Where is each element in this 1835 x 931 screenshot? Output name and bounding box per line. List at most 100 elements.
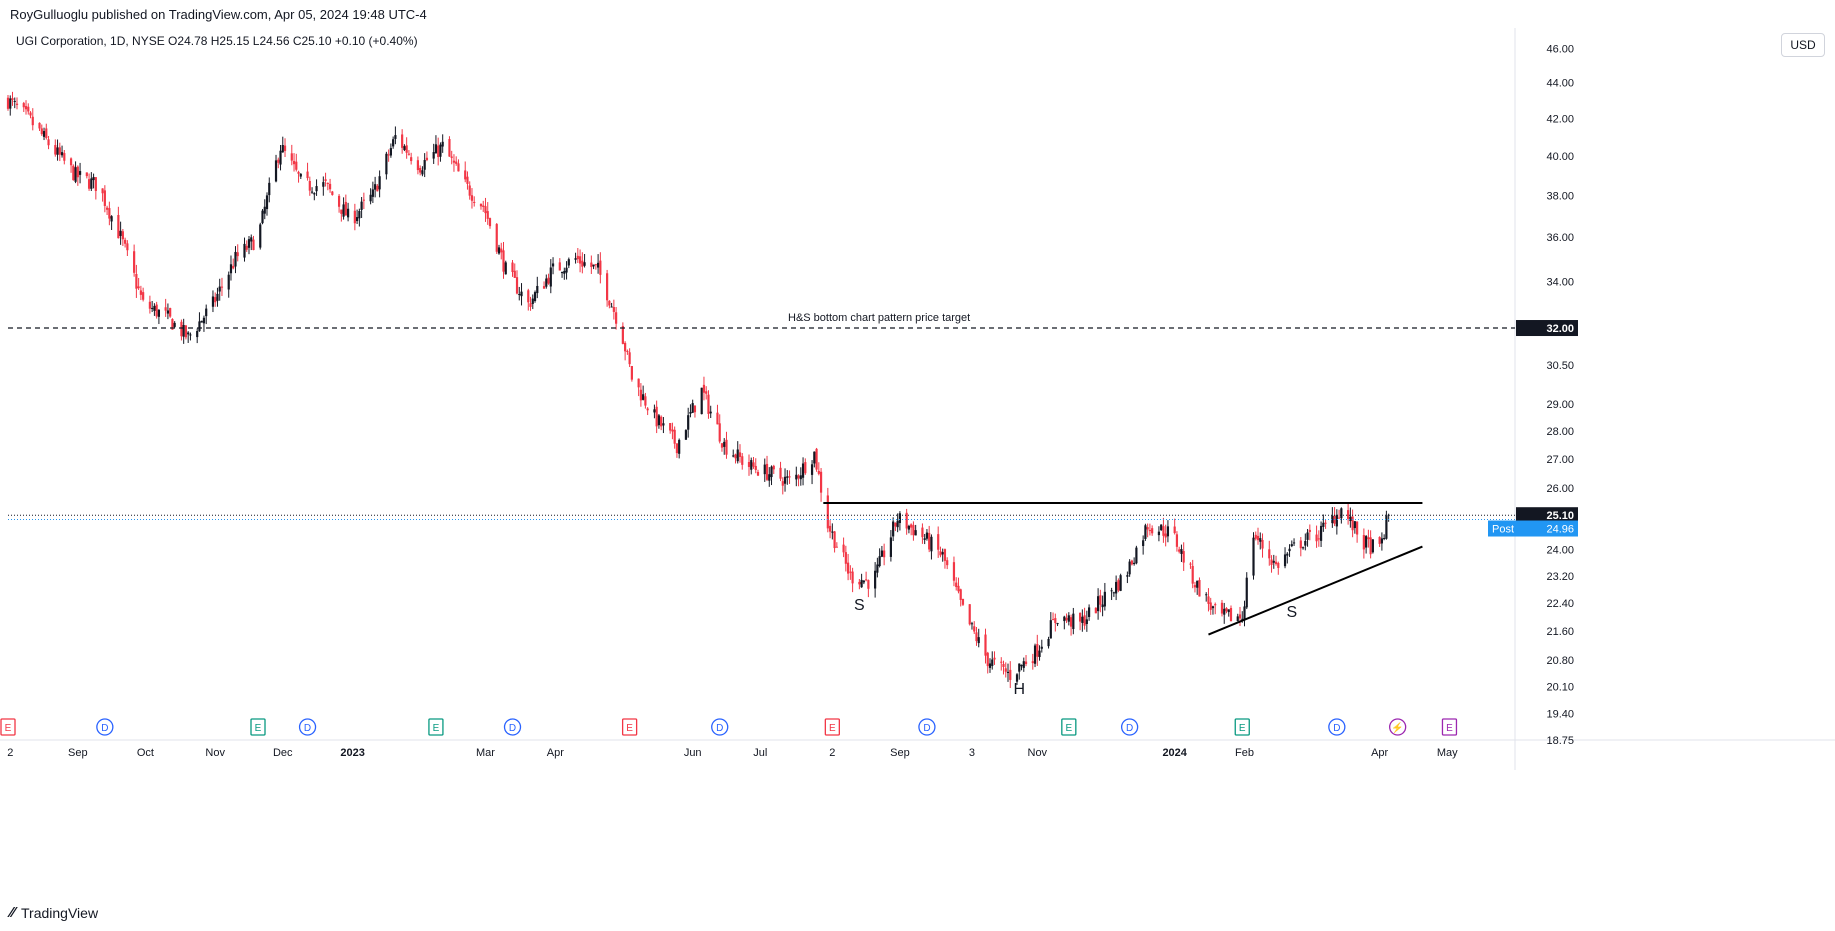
- candle-body: [709, 411, 712, 414]
- candle-body: [202, 317, 206, 324]
- candle-body: [578, 256, 582, 264]
- candle-body: [810, 464, 814, 475]
- candle-body: [22, 103, 25, 108]
- candle-body: [189, 334, 192, 336]
- event-glyph: D: [716, 723, 723, 734]
- candle-body: [671, 429, 674, 432]
- candle-body: [157, 309, 161, 317]
- candle-body: [939, 551, 942, 556]
- candle-body: [1347, 510, 1350, 519]
- earnings-event-icon: [250, 718, 266, 736]
- candle-body: [500, 248, 503, 253]
- candle-body: [1299, 540, 1302, 549]
- candle-body: [898, 513, 902, 524]
- candle-body: [60, 152, 64, 156]
- candle-body: [1065, 617, 1068, 621]
- candle-body: [1135, 547, 1138, 564]
- candle-body: [1000, 661, 1003, 663]
- candle-body: [765, 463, 769, 480]
- candle-body: [124, 239, 127, 244]
- candle-body: [1211, 606, 1215, 609]
- candle-body: [1362, 535, 1365, 550]
- candle-body: [1036, 644, 1039, 657]
- candle-body: [1006, 671, 1010, 674]
- candle-body: [1099, 595, 1102, 605]
- candle-body: [326, 182, 329, 184]
- candle-body: [768, 474, 771, 481]
- candle-body: [1223, 608, 1226, 615]
- candle-body: [1304, 541, 1307, 546]
- candle-body: [892, 521, 895, 537]
- candle-body: [245, 245, 248, 250]
- candle-body: [1198, 580, 1201, 597]
- chart-area[interactable]: 46.00 44.00 42.00 40.00 38.00 36.00 34.00 30.50…: [0, 28, 1835, 900]
- price-tick-label: 38.00: [1546, 191, 1574, 203]
- candle-body: [1356, 521, 1359, 535]
- time-tick-label: Jun: [684, 747, 702, 759]
- candle-body: [502, 250, 505, 272]
- candle-body: [527, 290, 530, 303]
- candle-body: [169, 308, 172, 317]
- price-tick-label: 30.50: [1546, 360, 1574, 372]
- price-tick-label: 36.00: [1546, 232, 1574, 244]
- time-tick-label: Nov: [1028, 747, 1048, 759]
- earnings-event-icon: [1234, 718, 1250, 736]
- dividend-event-icon: [1120, 718, 1139, 736]
- candle-body: [637, 378, 640, 388]
- candle-body: [1351, 516, 1354, 531]
- time-tick-label: Sep: [890, 747, 910, 759]
- currency-button[interactable]: USD: [1781, 33, 1825, 57]
- candle-body: [495, 224, 498, 252]
- candle-body: [653, 409, 656, 413]
- candle-body: [1337, 517, 1341, 519]
- price-target-label: H&S bottom chart pattern price target: [788, 312, 970, 324]
- candle-body: [358, 211, 361, 219]
- candle-body: [13, 100, 16, 102]
- candle-body: [1380, 538, 1383, 544]
- candle-body: [750, 460, 753, 470]
- candle-body: [1173, 526, 1176, 534]
- candle-body: [243, 243, 246, 258]
- candle-body: [815, 448, 818, 470]
- candle-body: [1245, 577, 1248, 608]
- candle-body: [1259, 538, 1262, 542]
- candle-body: [234, 251, 237, 267]
- candle-body: [1056, 623, 1059, 625]
- candlestick-chart[interactable]: 46.00 44.00 42.00 40.00 38.00 36.00 34.00 30.50…: [0, 28, 1835, 900]
- candle-body: [439, 144, 442, 157]
- candle-body: [1367, 537, 1370, 540]
- candle-body: [337, 195, 341, 207]
- candle-body: [594, 264, 597, 266]
- candle-body: [421, 170, 424, 175]
- candle-body: [464, 170, 467, 180]
- price-tick-label: 27.00: [1546, 454, 1574, 466]
- candle-body: [389, 148, 392, 156]
- candle-body: [833, 531, 836, 549]
- time-tick-label: 3: [969, 747, 975, 759]
- candle-body: [1128, 561, 1131, 575]
- candle-body: [624, 342, 627, 352]
- candle-body: [700, 387, 703, 415]
- split-event-icon: [1389, 718, 1407, 736]
- candle-body: [1225, 608, 1228, 612]
- candle-body: [353, 210, 356, 224]
- price-tick-label: 26.00: [1546, 483, 1574, 495]
- candle-body: [229, 264, 233, 274]
- price-tick-label: 44.00: [1546, 78, 1574, 90]
- candle-body: [405, 145, 408, 153]
- candle-body: [1049, 620, 1052, 639]
- candle-body: [660, 416, 663, 427]
- candle-body: [819, 471, 823, 493]
- candle-body: [876, 564, 879, 573]
- candle-body: [925, 532, 929, 539]
- candle-body: [889, 537, 892, 557]
- candle-body: [984, 634, 987, 656]
- candle-body: [1162, 526, 1165, 536]
- candle-body: [198, 321, 201, 332]
- candle-body: [416, 160, 420, 171]
- candle-body: [847, 562, 850, 574]
- candle-body: [628, 352, 631, 365]
- candle-body: [738, 452, 742, 457]
- candle-body: [410, 157, 413, 162]
- candle-body: [1002, 663, 1005, 667]
